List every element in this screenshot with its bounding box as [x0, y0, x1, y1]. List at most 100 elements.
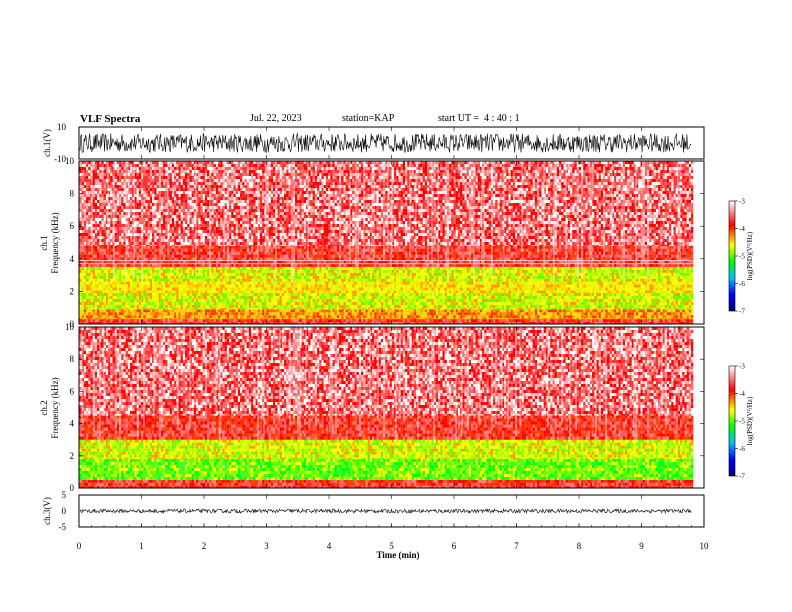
ch1-spectrogram-cell — [176, 318, 178, 319]
ch1-spectrogram-cell — [333, 318, 335, 319]
ch1-spectrogram-cell — [278, 309, 280, 312]
ch1-spectrogram-cell — [143, 315, 145, 318]
ch1-spectrogram-cell — [504, 309, 506, 312]
ch1-spectrogram-cell — [524, 319, 526, 322]
ch1-spectrogram-cell — [359, 315, 361, 318]
ch1-spectrogram-cell — [555, 312, 557, 315]
ch1-spectrogram-cell — [126, 318, 128, 319]
ch1-spectrogram-cell — [599, 315, 601, 318]
ch1-spectrogram-cell — [282, 315, 284, 318]
ch1-spectrogram-cell — [161, 318, 163, 319]
ch1-spectrogram-cell — [240, 315, 242, 318]
ch1-spectrogram-cell — [190, 318, 192, 319]
ch1-spectrogram-cell — [198, 309, 200, 312]
ch1-spectrogram-cell — [462, 312, 464, 315]
ch1-spectrogram-cell — [363, 319, 365, 322]
ch1-spectrogram-cell — [93, 312, 95, 315]
ch1-spectrogram-cell — [256, 318, 258, 319]
ch1-spectrogram-cell — [339, 309, 341, 312]
ch1-spectrogram-cell — [181, 315, 183, 318]
ch1-spectrogram-cell — [388, 319, 390, 322]
ch1-spectrogram-cell — [157, 309, 159, 312]
ch1-spectrogram-cell — [641, 315, 643, 318]
ch1-spectrogram-cell — [407, 312, 409, 315]
ch1-spectrogram-cell — [493, 309, 495, 312]
ch1-spectrogram-cell — [333, 319, 335, 322]
ch1-spectrogram-cell — [311, 315, 313, 318]
ch1-spectrogram-cell — [361, 312, 363, 315]
ch1-spectrogram-cell — [352, 309, 354, 312]
ch1-spectrogram-cell — [429, 315, 431, 318]
ch1-spectrogram-cell — [515, 319, 517, 322]
ch1-spectrogram-cell — [82, 315, 84, 318]
ch1-spectrogram-cell — [157, 318, 159, 319]
ch1-spectrogram-cell — [275, 309, 277, 312]
ch1-spectrogram-cell — [322, 312, 324, 315]
ch1-spectrogram-cell — [110, 312, 112, 315]
ch1-spectrogram-cell — [198, 318, 200, 319]
ch1-spectrogram-cell — [209, 312, 211, 315]
ch1-spectrogram-cell — [610, 319, 612, 322]
ch1-spectrogram-cell — [313, 315, 315, 318]
ch1-spectrogram-cell — [557, 315, 559, 318]
ch1-spectrogram-cell — [163, 318, 165, 319]
ch1-spectrogram-cell — [209, 318, 211, 319]
ch1-spectrogram-cell — [491, 312, 493, 315]
ch1-spectrogram-cell — [308, 309, 310, 312]
ch1-spectrogram-cell — [355, 318, 357, 319]
ch1-spectrogram-cell — [630, 309, 632, 312]
ch1-spectrogram-cell — [196, 315, 198, 318]
ch1-spectrogram-cell — [451, 319, 453, 322]
ch1-spectrogram-cell — [663, 309, 665, 312]
ch1-spectrogram-cell — [300, 309, 302, 312]
ch1-spectrogram-cell — [326, 315, 328, 318]
ch1-spectrogram-cell — [106, 319, 108, 322]
ch1-spectrogram-cell — [86, 312, 88, 315]
ch1-spectrogram-cell — [572, 315, 574, 318]
ch1-spectrogram-cell — [392, 312, 394, 315]
ch1-spectrogram-cell — [506, 312, 508, 315]
ch1-spectrogram-cell — [421, 315, 423, 318]
ch1-spectrogram-cell — [192, 309, 194, 312]
ch1-spectrogram-cell — [425, 319, 427, 322]
ch1-spectrogram-cell — [665, 309, 667, 312]
ch1-spectrogram-cell — [143, 319, 145, 322]
ch1-spectrogram-cell — [555, 309, 557, 312]
ch1-spectrogram-cell — [119, 309, 121, 312]
ch1-spectrogram-cell — [319, 319, 321, 322]
ch1-spectrogram-cell — [484, 309, 486, 312]
ch1-spectrogram-cell — [128, 312, 130, 315]
ch1-spectrogram-cell — [605, 309, 607, 312]
ch1-spectrogram-cell — [476, 312, 478, 315]
ch1-spectrogram-cell — [269, 318, 271, 319]
ch1-spectrogram-cell — [161, 315, 163, 318]
ch1-spectrogram-cell — [209, 319, 211, 322]
ch1-spectrogram-cell — [691, 312, 693, 315]
ch1-spectrogram-cell — [183, 312, 185, 315]
ch1-spectrogram-cell — [324, 319, 326, 322]
ch1-spectrogram-cell — [113, 318, 115, 319]
ch1-spectrogram-cell — [605, 312, 607, 315]
ch1-spectrogram-cell — [231, 315, 233, 318]
ch1-spectrogram-cell — [401, 312, 403, 315]
ch1-spectrogram-cell — [528, 309, 530, 312]
ch1-spectrogram-cell — [436, 315, 438, 318]
ch1-spectrogram-cell — [104, 318, 106, 319]
ch1-spectrogram-cell — [504, 315, 506, 318]
ch1-spectrogram-cell — [363, 309, 365, 312]
ch1-spectrogram-cell — [357, 319, 359, 322]
ch1-spectrogram-cell — [253, 309, 255, 312]
ch1-spectrogram-cell — [443, 309, 445, 312]
ch1-spectrogram-cell — [245, 312, 247, 315]
ch1-spectrogram-cell — [630, 315, 632, 318]
ch1-spectrogram-cell — [570, 309, 572, 312]
ch1-spectrogram-cell — [306, 309, 308, 312]
ch1-spectrogram-cell — [539, 319, 541, 322]
ch1-spectrogram-cell — [106, 312, 108, 315]
ch1-spectrogram-cell — [594, 319, 596, 322]
ch1-spectrogram-cell — [427, 309, 429, 312]
ch1-spectrogram-cell — [176, 319, 178, 322]
ch1-spectrogram-cell — [434, 315, 436, 318]
ch1-spectrogram-cell — [240, 309, 242, 312]
ch1-spectrogram-cell — [293, 319, 295, 322]
